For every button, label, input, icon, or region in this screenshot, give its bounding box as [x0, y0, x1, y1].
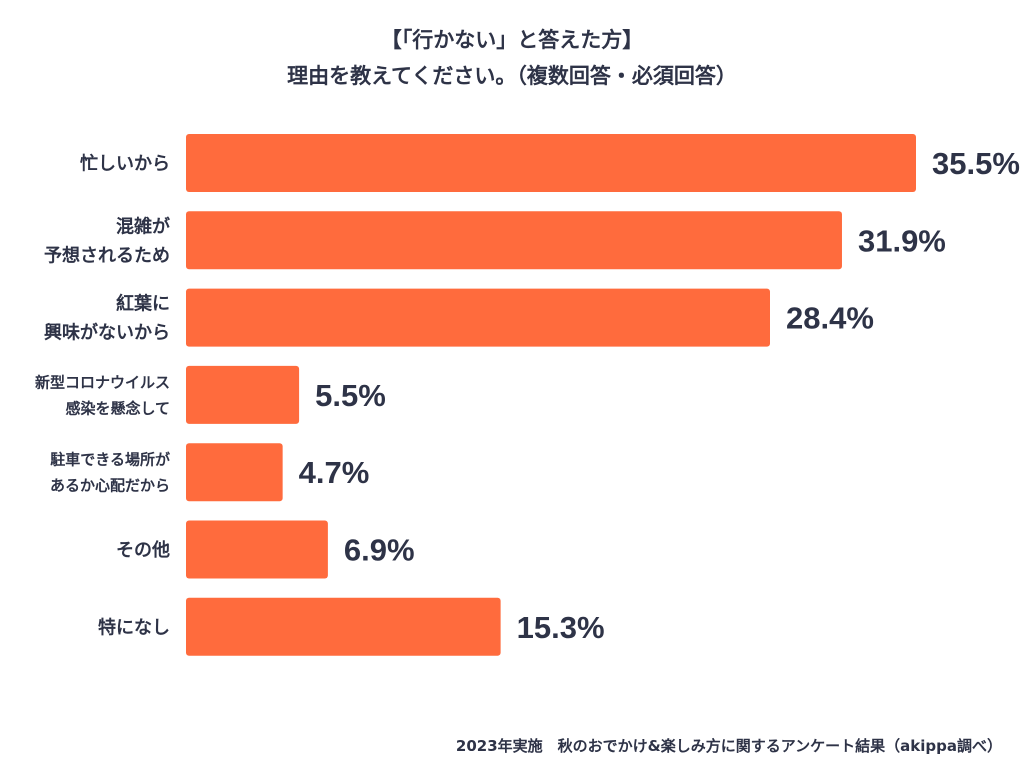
bar-4: [186, 365, 300, 424]
value-label-4: 5.5%: [315, 378, 386, 413]
category-label-6-line-1: その他: [116, 539, 170, 561]
category-label-4-line-1: 新型コロナウイルス: [35, 373, 170, 391]
value-label-6: 6.9%: [344, 533, 415, 568]
category-label-7-line-1: 特になし: [98, 616, 170, 638]
value-label-1: 35.5%: [932, 146, 1020, 181]
chart-title-line-1: 【「行かない」と答えた方】: [380, 28, 644, 52]
bar-2: [186, 211, 842, 270]
bar-7: [186, 597, 501, 656]
chart-title: 【「行かない」と答えた方】 理由を教えてください。（複数回答・必須回答）: [0, 22, 1024, 94]
value-label-7: 15.3%: [517, 610, 605, 645]
bar-5: [186, 443, 283, 502]
value-label-2: 31.9%: [858, 223, 946, 258]
bar-1: [186, 134, 916, 192]
value-label-3: 28.4%: [786, 301, 874, 336]
category-label-2-line-2: 予想されるため: [44, 244, 170, 266]
category-label-3-line-1: 紅葉に: [116, 293, 170, 315]
category-label-1-line-1: 忙しいから: [80, 152, 170, 174]
category-label-3-line-2: 興味がないから: [44, 322, 170, 344]
value-label-5: 4.7%: [299, 455, 370, 490]
bar-6: [186, 520, 328, 579]
category-label-5-line-2: あるか心配だから: [50, 477, 170, 495]
category-label-4-line-2: 感染を懸念して: [65, 399, 170, 417]
category-label-5-line-1: 駐車できる場所が: [50, 451, 171, 469]
source-footnote: 2023年実施 秋のおでかけ&楽しみ方に関するアンケート結果（akippa調べ）: [455, 737, 1002, 755]
category-label-2-line-1: 混雑が: [116, 215, 170, 237]
chart-title-line-2: 理由を教えてください。（複数回答・必須回答）: [287, 64, 737, 88]
bar-3: [186, 288, 770, 347]
